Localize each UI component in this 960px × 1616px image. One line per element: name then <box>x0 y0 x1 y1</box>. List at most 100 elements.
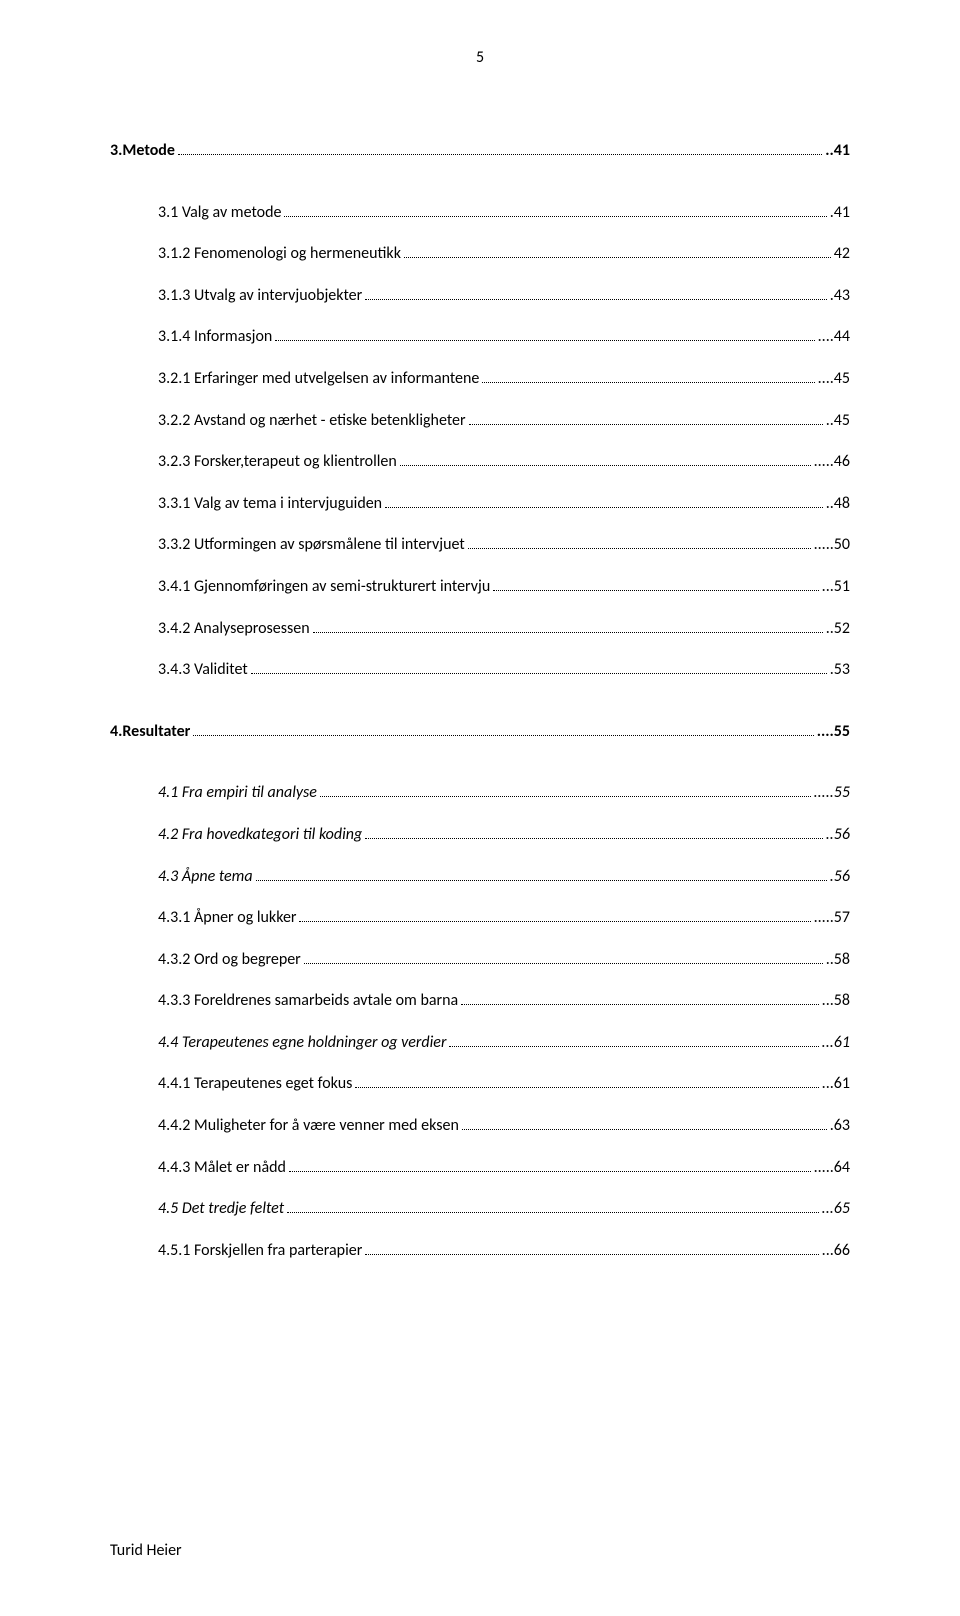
toc-entry-page: ..48 <box>826 493 850 515</box>
toc-entry: 3.4.3 Validitet .53 <box>158 659 850 681</box>
toc-entry: 4.3.3 Foreldrenes samarbeids avtale om b… <box>158 990 850 1012</box>
toc-entry-page: ...65 <box>822 1198 850 1220</box>
toc-entry-page: ...61 <box>822 1073 850 1095</box>
toc-entry-page: .63 <box>830 1115 850 1137</box>
toc-leader <box>193 722 813 736</box>
toc-leader <box>449 1033 818 1047</box>
toc-entry-page: ....45 <box>818 368 850 390</box>
toc-leader <box>284 203 826 217</box>
toc-entry: 3.3.2 Utformingen av spørsmålene til int… <box>158 534 850 556</box>
footer-author: Turid Heier <box>110 1541 182 1560</box>
toc-leader <box>313 619 823 633</box>
toc-entry-page: ..41 <box>825 140 850 162</box>
toc-entry: 4.5.1 Forskjellen fra parterapier ...66 <box>158 1240 850 1262</box>
toc-entry-label: 3.1.2 Fenomenologi og hermeneutikk <box>158 243 401 265</box>
toc-entry-label: 4.Resultater <box>110 721 190 743</box>
toc-leader <box>355 1075 818 1089</box>
toc-entry-label: 3.3.1 Valg av tema i intervjuguiden <box>158 493 382 515</box>
toc-entry-label: 3.4.2 Analyseprosessen <box>158 618 310 640</box>
toc-entry: 3.3.1 Valg av tema i intervjuguiden ..48 <box>158 493 850 515</box>
toc-entry-page: .43 <box>830 285 850 307</box>
toc-entry-page: .53 <box>830 659 850 681</box>
toc-entry: 3.2.2 Avstand og nærhet - etiske betenkl… <box>158 410 850 432</box>
toc-entry: 4.1 Fra empiri til analyse .....55 <box>158 782 850 804</box>
toc-entry-page: .41 <box>830 202 850 224</box>
toc-leader <box>469 411 823 425</box>
toc-entry-page: .....50 <box>814 534 850 556</box>
toc-leader <box>275 328 814 342</box>
toc-entry-label: 3.2.3 Forsker,terapeut og klientrollen <box>158 451 397 473</box>
toc-entry: 4.5 Det tredje feltet ...65 <box>158 1198 850 1220</box>
toc-entry-page: .56 <box>830 866 850 888</box>
toc-leader <box>320 784 811 798</box>
page-number: 5 <box>0 48 960 67</box>
toc-entry-label: 4.4.2 Muligheter for å være venner med e… <box>158 1115 459 1137</box>
toc-entry: 3.4.1 Gjennomføringen av semi-strukturer… <box>158 576 850 598</box>
toc-entry-label: 3.1.3 Utvalg av intervjuobjekter <box>158 285 362 307</box>
toc-leader <box>251 661 827 675</box>
toc-entry: 3.Metode ..41 <box>110 140 850 162</box>
toc-entry-label: 4.4.1 Terapeutenes eget fokus <box>158 1073 352 1095</box>
toc-entry-page: ....55 <box>817 721 850 743</box>
toc-leader <box>287 1200 819 1214</box>
toc-entry-label: 4.3.2 Ord og begreper <box>158 949 301 971</box>
toc-entry-label: 4.4 Terapeutenes egne holdninger og verd… <box>158 1032 446 1054</box>
toc-leader <box>482 369 814 383</box>
toc-entry-label: 4.4.3 Målet er nådd <box>158 1157 286 1179</box>
toc-leader <box>289 1158 811 1172</box>
toc-entry-label: 3.1.4 Informasjon <box>158 326 272 348</box>
toc-entry-page: ..45 <box>826 410 850 432</box>
toc-entry-label: 3.2.2 Avstand og nærhet - etiske betenkl… <box>158 410 466 432</box>
toc-entry: 4.4.3 Målet er nådd .....64 <box>158 1157 850 1179</box>
toc-entry-label: 3.1 Valg av metode <box>158 202 281 224</box>
toc-entry-label: 3.4.3 Validitet <box>158 659 248 681</box>
toc-leader <box>493 577 818 591</box>
toc-entry-label: 4.2 Fra hovedkategori til koding <box>158 824 362 846</box>
toc-entry-label: 3.2.1 Erfaringer med utvelgelsen av info… <box>158 368 479 390</box>
toc-entry-label: 3.3.2 Utformingen av spørsmålene til int… <box>158 534 465 556</box>
toc-leader <box>178 141 822 155</box>
toc-entry: 4.3.2 Ord og begreper..58 <box>158 949 850 971</box>
toc-entry-page: 42 <box>834 243 850 265</box>
toc-leader <box>385 494 823 508</box>
toc-entry: 3.1.2 Fenomenologi og hermeneutikk 42 <box>158 243 850 265</box>
toc-entry: 3.1.3 Utvalg av intervjuobjekter .43 <box>158 285 850 307</box>
toc-entry-page: ...51 <box>822 576 850 598</box>
toc-leader <box>400 453 811 467</box>
toc-leader <box>468 536 811 550</box>
toc-entry-label: 3.Metode <box>110 140 175 162</box>
toc-leader <box>304 950 823 964</box>
toc-entry-page: .....55 <box>814 782 850 804</box>
toc-entry-page: ..52 <box>826 618 850 640</box>
toc-leader <box>461 992 818 1006</box>
toc-entry: 3.1 Valg av metode .41 <box>158 202 850 224</box>
toc-leader <box>462 1116 827 1130</box>
toc-entry-page: ...61 <box>822 1032 850 1054</box>
toc-entry: 4.Resultater ....55 <box>110 721 850 743</box>
toc-entry-page: ...66 <box>822 1240 850 1262</box>
toc-entry-page: .....46 <box>814 451 850 473</box>
toc-leader <box>299 909 810 923</box>
toc-leader <box>365 1241 818 1255</box>
toc-entry-page: ...58 <box>822 990 850 1012</box>
toc-entry-page: .....57 <box>814 907 850 929</box>
toc-leader <box>404 245 831 259</box>
toc-entry-page: .....64 <box>814 1157 850 1179</box>
toc-entry-page: ..56 <box>826 824 850 846</box>
toc-entry: 4.3 Åpne tema.56 <box>158 866 850 888</box>
toc-entry-label: 3.4.1 Gjennomføringen av semi-strukturer… <box>158 576 490 598</box>
toc-entry-label: 4.5.1 Forskjellen fra parterapier <box>158 1240 362 1262</box>
toc-leader <box>365 825 822 839</box>
toc-entry: 4.4 Terapeutenes egne holdninger og verd… <box>158 1032 850 1054</box>
toc-entry-label: 4.5 Det tredje feltet <box>158 1198 284 1220</box>
toc-leader <box>365 286 827 300</box>
toc-entry: 3.1.4 Informasjon....44 <box>158 326 850 348</box>
toc-entry: 4.3.1 Åpner og lukker .....57 <box>158 907 850 929</box>
toc-entry-label: 4.3.1 Åpner og lukker <box>158 907 296 929</box>
toc-entry-label: 4.1 Fra empiri til analyse <box>158 782 317 804</box>
toc-entry: 3.2.3 Forsker,terapeut og klientrollen..… <box>158 451 850 473</box>
toc-leader <box>256 867 827 881</box>
toc-entry: 3.2.1 Erfaringer med utvelgelsen av info… <box>158 368 850 390</box>
toc-entry: 3.4.2 Analyseprosessen ..52 <box>158 618 850 640</box>
toc-entry-label: 4.3.3 Foreldrenes samarbeids avtale om b… <box>158 990 458 1012</box>
